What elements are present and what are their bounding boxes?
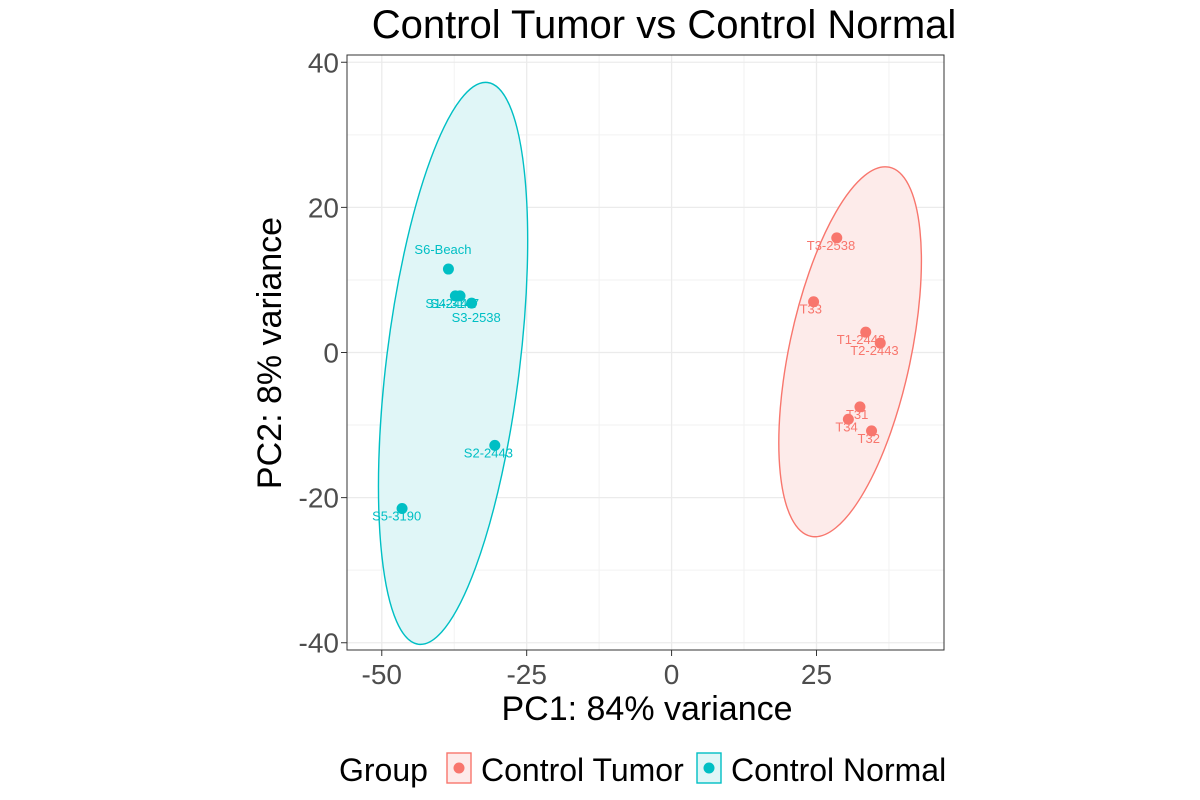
data-point: [854, 401, 866, 413]
data-point: [831, 232, 843, 244]
data-point: [466, 297, 478, 309]
legend-key-point: [453, 762, 465, 774]
point-label: T2-2443: [850, 343, 898, 358]
point-label: S2-2443: [464, 445, 513, 460]
data-point: [874, 337, 886, 349]
x-tick-label: 0: [664, 659, 680, 690]
x-axis-title: PC1: 84% variance: [501, 690, 792, 728]
y-axis: -40 -20 0 20 40: [299, 47, 347, 659]
x-axis: -50 -25 0 25: [362, 650, 832, 690]
x-tick-label: -25: [506, 659, 546, 690]
point-label: T33: [800, 302, 822, 317]
y-tick-label: -40: [299, 628, 339, 659]
point-label: S4-3147: [430, 296, 479, 311]
y-tick-label: 40: [308, 47, 339, 78]
y-tick-label: -20: [299, 483, 339, 514]
y-axis-title: PC2: 8% variance: [251, 217, 289, 489]
point-label: S3-2538: [452, 310, 501, 325]
data-point: [396, 503, 408, 515]
point-label: T31: [846, 407, 868, 422]
y-tick-label: 20: [308, 192, 339, 223]
data-point: [808, 296, 820, 308]
point-label: S1-2442: [425, 296, 474, 311]
data-point: [860, 326, 872, 338]
point-label: T34: [835, 419, 857, 434]
data-point: [866, 425, 878, 437]
point-label: T3-2538: [807, 238, 855, 253]
data-points: [396, 232, 886, 515]
data-point: [442, 263, 454, 275]
x-tick-label: -50: [362, 659, 402, 690]
data-point: [454, 290, 466, 302]
y-tick-label: 0: [323, 338, 339, 369]
confidence-ellipse: [778, 166, 923, 538]
data-point: [489, 439, 501, 451]
confidence-ellipse: [377, 81, 529, 646]
legend-title: Group: [339, 752, 428, 788]
group-ellipses: [377, 81, 923, 646]
point-label: S6-Beach: [414, 242, 471, 257]
point-label: T32: [858, 431, 880, 446]
chart-title: Control Tumor vs Control Normal: [372, 3, 957, 47]
legend-label: Control Normal: [731, 752, 946, 788]
data-point: [842, 413, 854, 425]
legend: Group Control Tumor Control Normal: [339, 752, 946, 788]
legend-key-point: [703, 762, 715, 774]
point-label: T1-2442: [837, 332, 885, 347]
legend-label: Control Tumor: [481, 752, 684, 788]
x-tick-label: 25: [801, 659, 832, 690]
point-label: S5-3190: [372, 509, 421, 524]
legend-key: [696, 752, 722, 784]
